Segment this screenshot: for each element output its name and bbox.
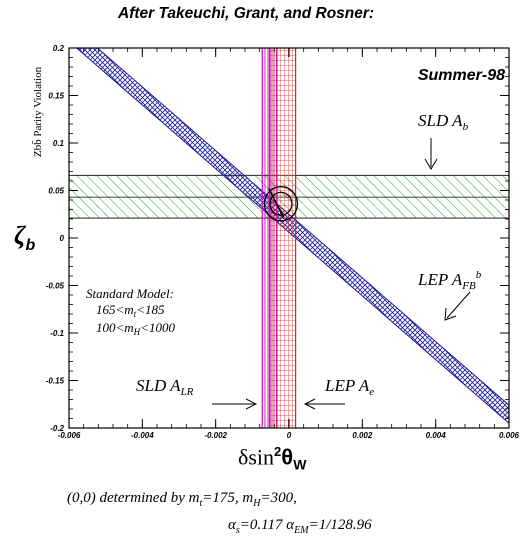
x-tick-label: -0.006	[58, 431, 81, 440]
sm-mh-range: 100<mH<1000	[96, 320, 175, 337]
summer-tag: Summer-98	[418, 67, 505, 84]
sld-ab-label: SLD Ab	[418, 111, 469, 133]
y-axis-label: ζb	[14, 221, 36, 255]
arrow-sld-alr	[212, 398, 258, 410]
y-tick-label: -0.15	[46, 377, 65, 386]
x-tick-label: -0.002	[204, 431, 227, 440]
arrow-lep-afb	[444, 291, 471, 321]
footnote-line1: (0,0) determined by mt=175, mH=300,	[67, 490, 297, 509]
y-tick-label: 0.1	[53, 139, 65, 148]
band-lep-ae	[269, 48, 296, 428]
lep-afb-label: LEP AFBb	[417, 269, 482, 292]
y-tick-label: -0.05	[46, 282, 65, 291]
x-tick-label: 0	[287, 431, 292, 440]
sm-mt-range: 165<mt<185	[96, 302, 165, 319]
y-tick-label: 0.05	[48, 187, 64, 196]
y-tick-label: -0.2	[50, 424, 64, 433]
lep-ae-label: LEP Ae	[324, 376, 374, 398]
x-tick-label: 0.006	[499, 431, 520, 440]
sld-alr-label: SLD ALR	[136, 376, 194, 398]
x-axis-label: δsin2θW	[238, 444, 307, 473]
arrow-lep-ae	[303, 398, 345, 410]
contour-ellipse-2	[263, 186, 299, 222]
chart-title: After Takeuchi, Grant, and Rosner:	[118, 5, 375, 22]
arrow-sld-ab	[424, 138, 438, 170]
x-tick-label: -0.004	[131, 431, 154, 440]
sm-title: Standard Model:	[86, 286, 174, 301]
contour-ellipse-1	[269, 191, 293, 216]
y-tick-label: -0.1	[50, 329, 64, 338]
x-tick-label: 0.004	[426, 431, 447, 440]
x-tick-label: 0.002	[352, 431, 373, 440]
standard-model-line	[268, 188, 285, 218]
y-axis-rotated-label: Zbb̄ Parity Violation	[32, 66, 44, 158]
footnote-line2: αs=0.117 αEM=1/128.96	[228, 517, 372, 536]
y-tick-label: 0	[60, 234, 65, 243]
y-tick-label: 0.2	[53, 44, 65, 53]
y-tick-label: 0.15	[48, 92, 64, 101]
